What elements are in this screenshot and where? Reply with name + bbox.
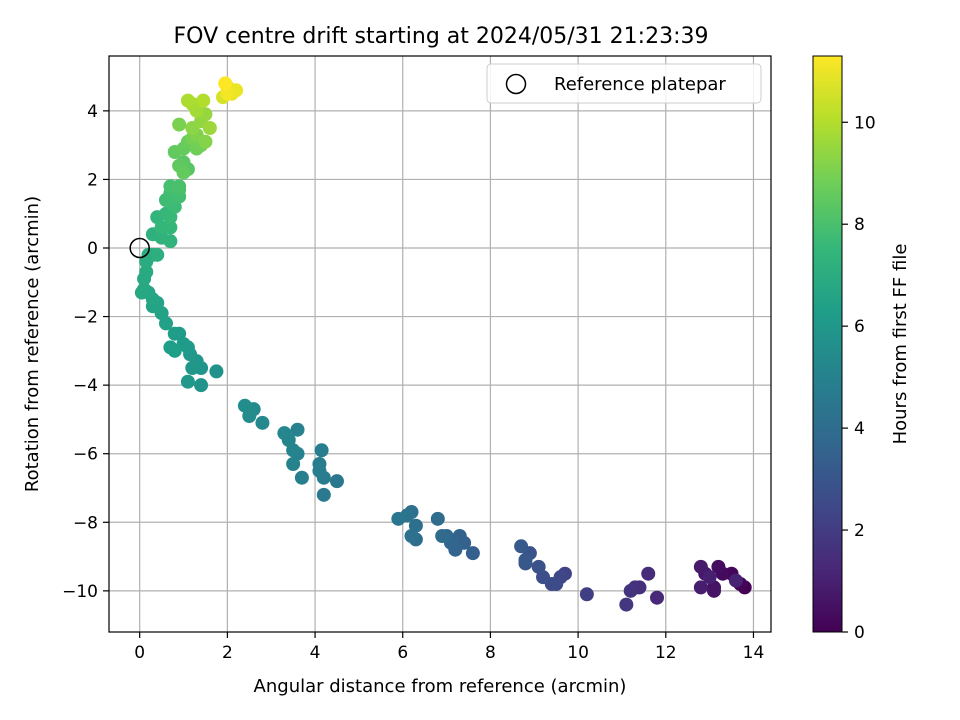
data-point [531,559,546,574]
data-point [329,474,344,489]
data-point [619,597,634,612]
x-tick-label: 0 [134,643,145,663]
y-tick-label: 4 [87,102,98,122]
data-point [277,426,292,441]
data-point [702,570,717,585]
data-point [163,234,178,249]
data-point [430,511,445,526]
data-point [579,587,594,602]
data-point [693,559,708,574]
data-point [209,364,224,379]
x-tick-label: 12 [655,643,677,663]
colorbar-ticks: 0 2 4 6 8 10 [842,113,876,643]
data-point [435,529,450,543]
data-point [391,511,406,526]
data-point [172,179,187,194]
data-point [255,415,270,430]
data-point [290,422,305,437]
y-axis-ticks: −10 −8 −6 −4 −2 0 2 4 [62,102,109,602]
colorbar-tick-label: 8 [854,215,865,235]
reference-marker [129,237,150,259]
colorbar-tick-label: 2 [854,521,865,541]
data-point [167,343,182,358]
data-point [163,220,178,235]
colorbar-tick-label: 6 [854,317,865,337]
chart-title: FOV centre drift starting at 2024/05/31 … [174,24,709,49]
data-point [139,265,154,279]
colorbar-tick-label: 4 [854,419,865,439]
data-point [294,470,309,485]
data-point [711,559,726,574]
data-point [641,566,656,581]
colorbar-gradient [812,55,843,633]
x-tick-label: 10 [567,643,589,663]
y-tick-label: 2 [87,170,98,190]
data-point [194,378,209,393]
data-point [286,457,301,471]
y-tick-label: −2 [73,308,98,328]
grid-lines [109,56,771,632]
x-tick-label: 14 [743,643,765,663]
data-point [514,539,529,554]
legend-marker [505,73,527,95]
data-points [134,76,752,612]
data-point [693,580,708,595]
data-point [180,374,195,389]
data-point [176,165,191,180]
data-point [316,487,331,502]
data-point [180,93,195,108]
data-point [465,546,480,561]
y-tick-label: 0 [87,239,98,259]
data-point [404,529,419,543]
data-point [728,573,743,588]
data-point [196,93,211,108]
y-axis-label: Rotation from reference (arcmin) [22,196,43,492]
colorbar-tick-label: 0 [854,623,865,643]
data-point [185,361,200,375]
colorbar: 0 2 4 6 8 10 Hours from first FF file [812,55,911,643]
x-tick-label: 8 [485,643,496,663]
y-tick-label: −8 [73,513,98,533]
data-point [198,134,213,149]
colorbar-label: Hours from first FF file [890,244,911,445]
data-point [237,398,252,413]
y-tick-label: −6 [73,445,98,465]
data-point [172,117,187,132]
data-point [707,583,722,598]
data-point [312,463,327,478]
data-point [314,443,329,458]
data-point [518,553,533,567]
y-tick-label: −10 [62,582,98,602]
x-axis-label: Angular distance from reference (arcmin) [254,676,627,697]
data-point [134,285,149,300]
data-point [218,76,233,91]
y-tick-label: −4 [73,376,98,396]
data-point [650,590,665,605]
plot-frame [108,55,772,633]
legend-label: Reference platepar [554,74,726,95]
x-tick-label: 4 [310,643,321,663]
data-point [202,121,217,135]
x-tick-label: 6 [397,643,408,663]
legend-box [486,63,762,104]
data-point [167,326,182,341]
data-point [150,247,165,262]
colorbar-tick-label: 10 [854,113,876,133]
x-axis-ticks: 0 2 4 6 8 10 12 14 [134,632,764,663]
reference-point [129,237,150,259]
legend: Reference platepar [486,63,762,104]
data-point [623,583,638,598]
x-tick-label: 2 [222,643,233,663]
